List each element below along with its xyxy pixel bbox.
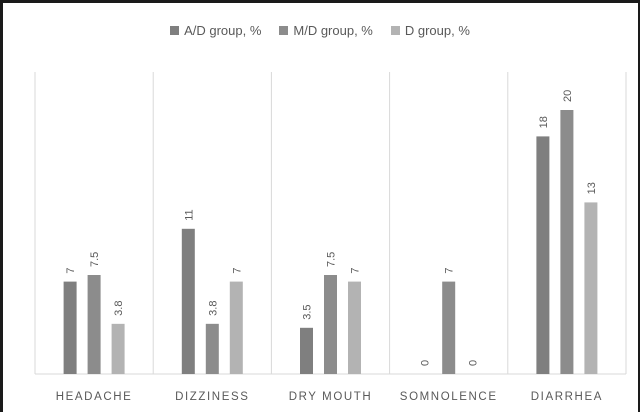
legend-label-ad-group: A/D group, % <box>184 23 262 38</box>
data-label-somnolence-series-1: 7 <box>444 267 456 273</box>
x-tick-label-headache: HEADACHE <box>56 391 133 403</box>
bar-diarrhea-series-2 <box>584 202 598 374</box>
data-label-diarrhea-series-0: 18 <box>538 116 550 128</box>
legend-swatch-ad-group <box>170 26 180 35</box>
legend-item-md-group: M/D group, % <box>279 23 373 38</box>
legend-swatch-md-group <box>279 26 289 35</box>
data-label-headache-series-1: 7.5 <box>89 252 101 267</box>
bar-dry-mouth-series-2 <box>348 281 361 374</box>
chart-legend: A/D group, % M/D group, % D group, % <box>0 23 640 38</box>
x-tick-label-somnolence: SOMNOLENCE <box>400 391 498 403</box>
bar-somnolence-series-1 <box>442 281 456 374</box>
data-label-headache-series-0: 7 <box>65 267 77 273</box>
data-label-dry-mouth-series-1: 7.5 <box>326 252 338 267</box>
bar-diarrhea-series-0 <box>536 136 550 374</box>
bar-dizziness-series-2 <box>229 281 243 374</box>
data-label-headache-series-2: 3.8 <box>113 301 125 316</box>
legend-item-ad-group: A/D group, % <box>170 23 261 38</box>
data-label-somnolence-series-2: 0 <box>468 360 480 366</box>
legend-label-d-group: D group, % <box>404 23 470 38</box>
data-label-somnolence-series-0: 0 <box>420 360 432 366</box>
bar-headache-series-0 <box>63 281 77 374</box>
data-label-dizziness-series-1: 3.8 <box>207 301 219 316</box>
x-tick-label-dry-mouth: DRY MOUTH <box>289 391 373 403</box>
bar-diarrhea-series-1 <box>560 110 574 374</box>
data-label-diarrhea-series-2: 13 <box>586 182 598 194</box>
bar-dry-mouth-series-1 <box>324 275 337 374</box>
x-tick-label-diarrhea: DIARRHEA <box>531 391 603 403</box>
bar-headache-series-1 <box>87 275 101 374</box>
data-label-dry-mouth-series-0: 3.5 <box>302 305 314 320</box>
data-label-dry-mouth-series-2: 7 <box>350 267 362 273</box>
bar-headache-series-2 <box>111 323 125 374</box>
legend-item-d-group: D group, % <box>390 23 470 38</box>
data-label-dizziness-series-0: 11 <box>183 209 195 220</box>
bar-dizziness-series-0 <box>181 228 195 374</box>
data-label-diarrhea-series-1: 20 <box>562 90 574 102</box>
bar-dry-mouth-series-0 <box>300 327 313 374</box>
legend-label-md-group: M/D group, % <box>293 23 373 38</box>
data-label-dizziness-series-2: 7 <box>231 267 243 273</box>
bar-dizziness-series-1 <box>205 323 219 374</box>
legend-swatch-d-group <box>390 26 400 35</box>
x-tick-label-dizziness: DIZZINESS <box>175 391 249 403</box>
